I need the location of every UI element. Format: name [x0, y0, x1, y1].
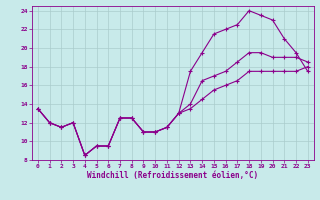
X-axis label: Windchill (Refroidissement éolien,°C): Windchill (Refroidissement éolien,°C)	[87, 171, 258, 180]
